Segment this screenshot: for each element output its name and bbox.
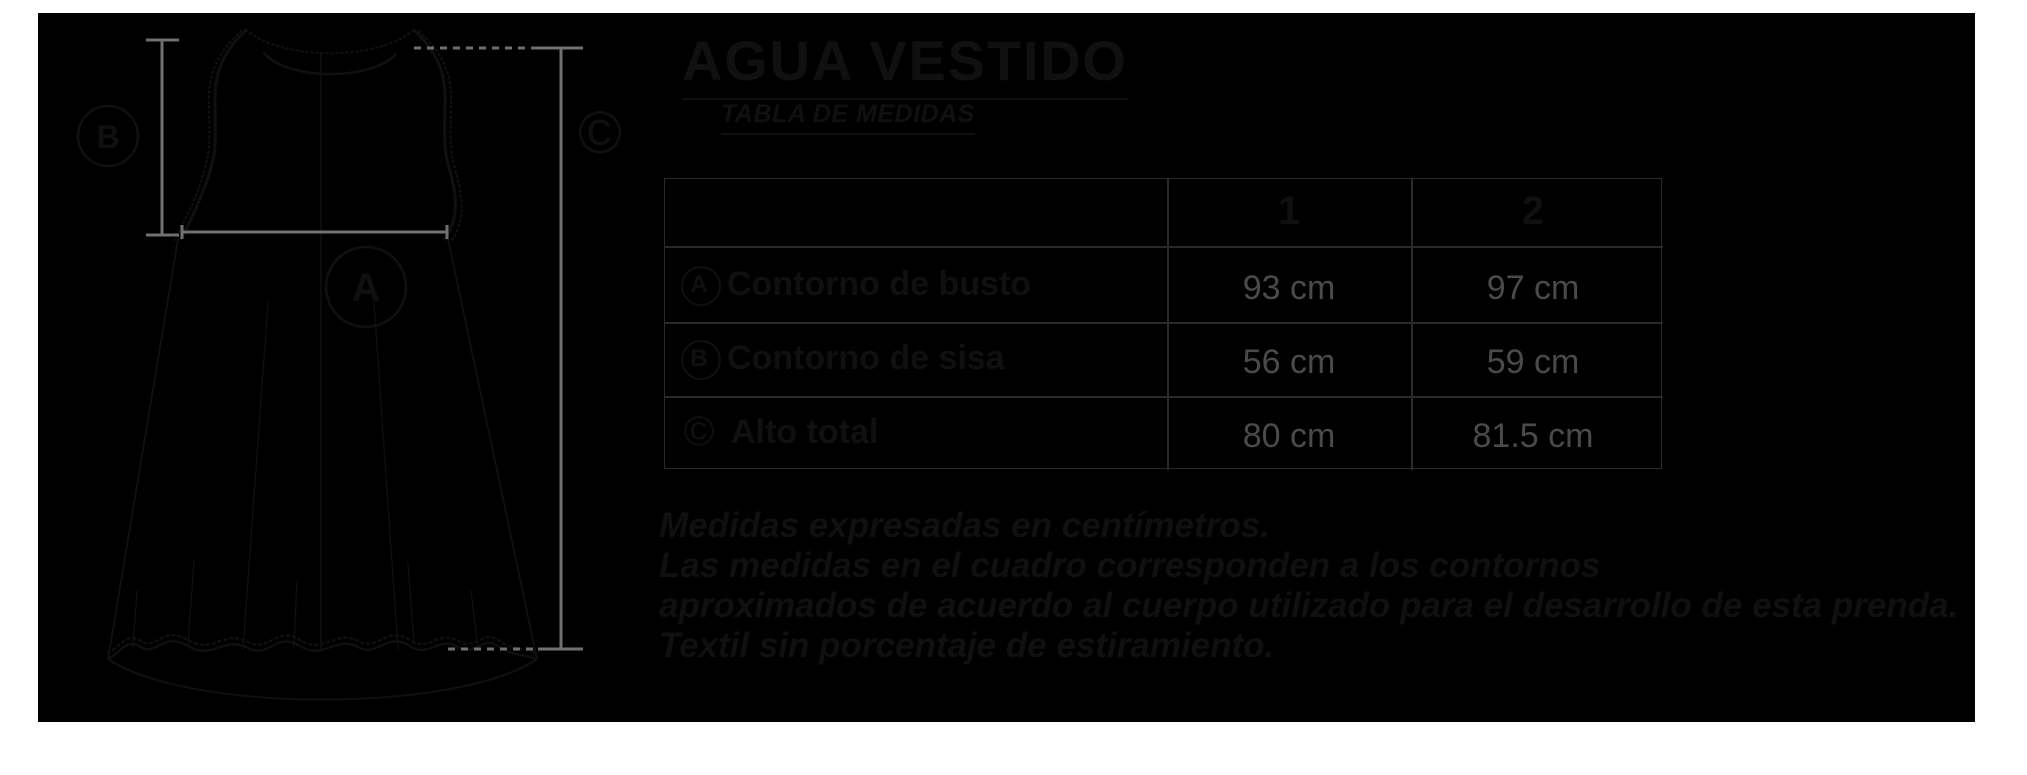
svg-text:B: B bbox=[96, 119, 119, 155]
svg-text:A: A bbox=[352, 266, 381, 310]
svg-text:©: © bbox=[578, 99, 622, 166]
